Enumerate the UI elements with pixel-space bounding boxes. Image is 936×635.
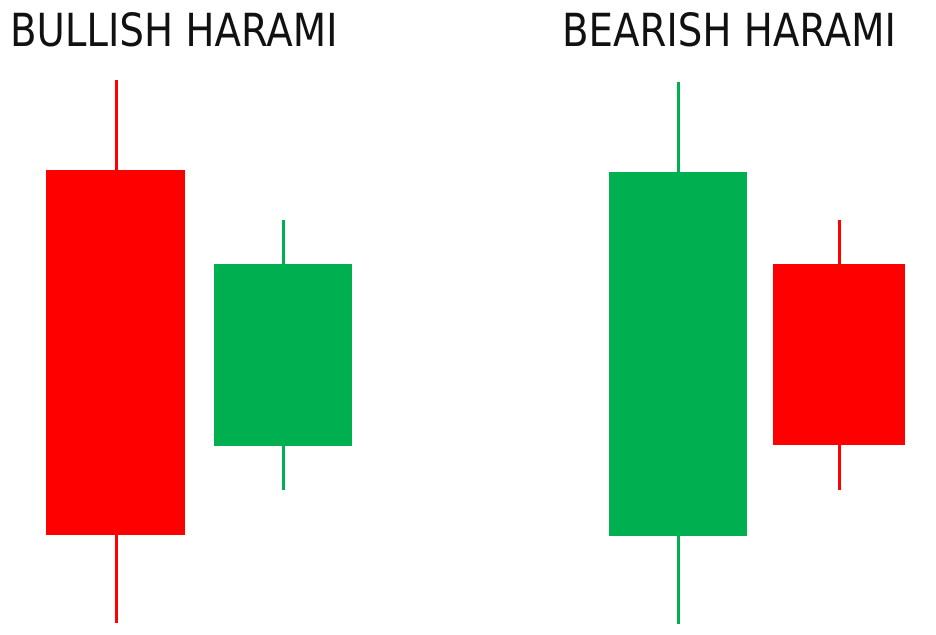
first-candle-body — [46, 170, 185, 535]
second-candle-body — [773, 264, 905, 445]
first-candle-body — [609, 172, 747, 536]
bullish-harami-title: BULLISH HARAMI — [10, 4, 338, 57]
bearish-harami-title: BEARISH HARAMI — [562, 4, 896, 57]
second-candle-body — [214, 264, 352, 446]
